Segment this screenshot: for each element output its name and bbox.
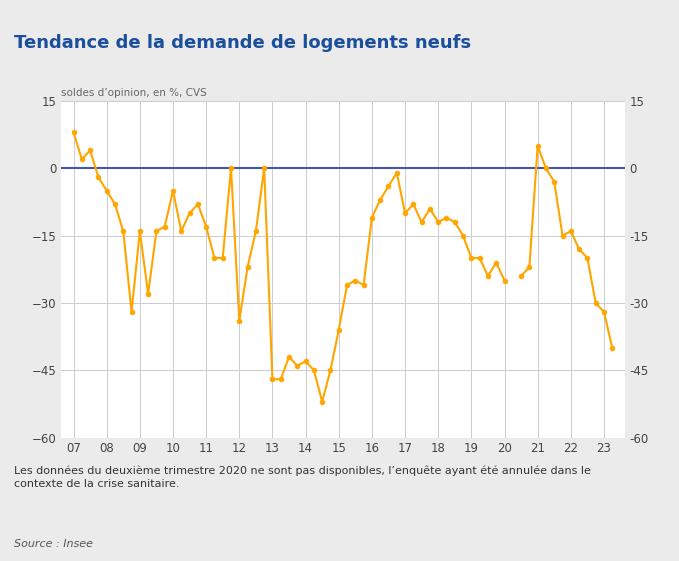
Text: Les données du deuxième trimestre 2020 ne sont pas disponibles, l’enquête ayant : Les données du deuxième trimestre 2020 n… — [14, 466, 591, 489]
Text: Tendance de la demande de logements neufs: Tendance de la demande de logements neuf… — [14, 34, 471, 52]
Text: soldes d’opinion, en %, CVS: soldes d’opinion, en %, CVS — [61, 88, 207, 98]
Text: Source : Insee: Source : Insee — [14, 539, 92, 549]
